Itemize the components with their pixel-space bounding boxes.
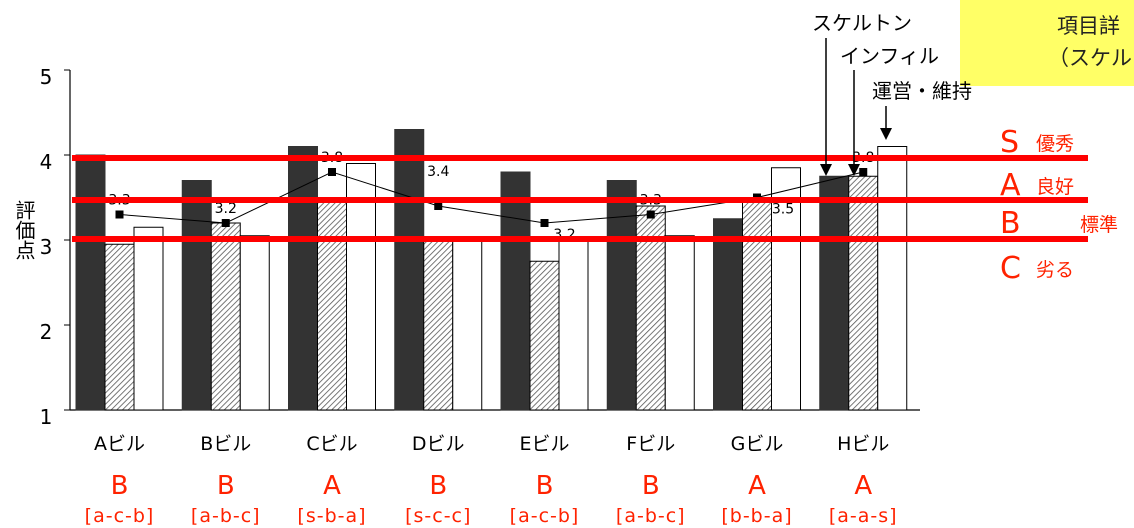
grade-label: B [217,471,235,501]
legend-line-1: 項目詳 [1057,14,1120,38]
annotation-infill: インフィル [840,44,939,68]
grade-label: B [111,471,129,501]
annotation-maintenance: 運営・維持 [872,79,972,103]
maintenance-bar [346,163,376,411]
rating-line-S [72,155,1088,161]
grade-label: B [429,471,447,501]
category-label: Eビル [519,433,569,455]
grade-label: A [854,471,872,501]
y-tick-label: 4 [40,150,53,174]
average-marker [434,202,443,210]
rating-line-A [72,197,1088,203]
category-label: Dビル [412,433,465,455]
average-marker [115,210,124,219]
arrowhead-infill [848,164,860,176]
rating-grade: C [1000,251,1021,286]
category-label: Hビル [837,433,889,455]
rating-code: [a-a-s] [829,505,898,527]
legend-box [960,0,1134,86]
skeleton-bar [819,175,850,411]
average-marker [328,168,336,176]
average-value-label: 3.2 [215,201,237,217]
rating-code: [a-b-c] [191,505,261,527]
rating-line-B [72,236,1088,242]
skeleton-bar [181,180,212,411]
infill-bar [423,239,454,411]
grade-label: B [536,471,554,501]
rating-grade: S [1000,125,1019,160]
maintenance-bar [239,235,270,411]
grade-label: B [642,471,660,501]
maintenance-bar [877,146,908,411]
y-axis-title: 評価点 [12,200,36,260]
category-label: Fビル [626,433,675,455]
rating-label: 良好 [1036,176,1074,198]
infill-bar [848,175,879,411]
infill-bar [742,197,772,411]
skeleton-bar [394,129,425,411]
rating-grade: B [1000,206,1021,241]
infill-bar [104,243,135,411]
rating-code: [s-b-a] [297,505,366,527]
y-tick-label: 5 [40,65,53,89]
maintenance-bar [664,235,695,411]
average-marker [540,219,549,227]
annotation-skeleton: スケルトン [812,11,912,35]
grade-label: A [323,471,341,501]
skeleton-bar [75,154,106,411]
rating-label: 標準 [1080,214,1118,236]
rating-code: [a-c-b] [510,505,580,527]
y-tick-label: 1 [40,405,53,429]
grade-label: A [748,471,766,501]
skeleton-bar [606,180,637,411]
maintenance-bar [771,167,801,411]
average-value-label: 3.4 [427,164,449,180]
category-label: Aビル [94,433,145,455]
maintenance-bar [452,239,483,411]
category-label: Bビル [200,433,251,455]
maintenance-bar [558,239,589,411]
rating-grade: A [1000,168,1021,203]
y-tick-label: 3 [40,235,53,259]
maintenance-bar [133,226,164,411]
arrowhead-maintenance [880,128,892,140]
arrowhead-skeleton [820,164,832,176]
average-marker [221,219,230,227]
category-label: Gビル [731,433,784,455]
skeleton-bar [713,218,743,411]
infill-bar [529,260,560,411]
category-label: Cビル [306,433,357,455]
rating-code: [a-b-c] [616,505,686,527]
infill-bar [210,222,241,411]
y-tick-label: 2 [40,320,53,344]
rating-code: [s-c-c] [405,505,471,527]
average-marker [859,168,868,176]
infill-bar [317,197,347,411]
rating-label: 優秀 [1036,133,1074,155]
rating-code: [a-c-b] [85,505,155,527]
skeleton-bar [500,171,531,411]
rating-label: 劣る [1036,259,1074,281]
legend-line-2: （スケル [1048,46,1132,70]
average-marker [646,210,655,219]
average-value-label: 3.5 [772,202,794,218]
rating-code: [b-b-a] [721,505,792,527]
